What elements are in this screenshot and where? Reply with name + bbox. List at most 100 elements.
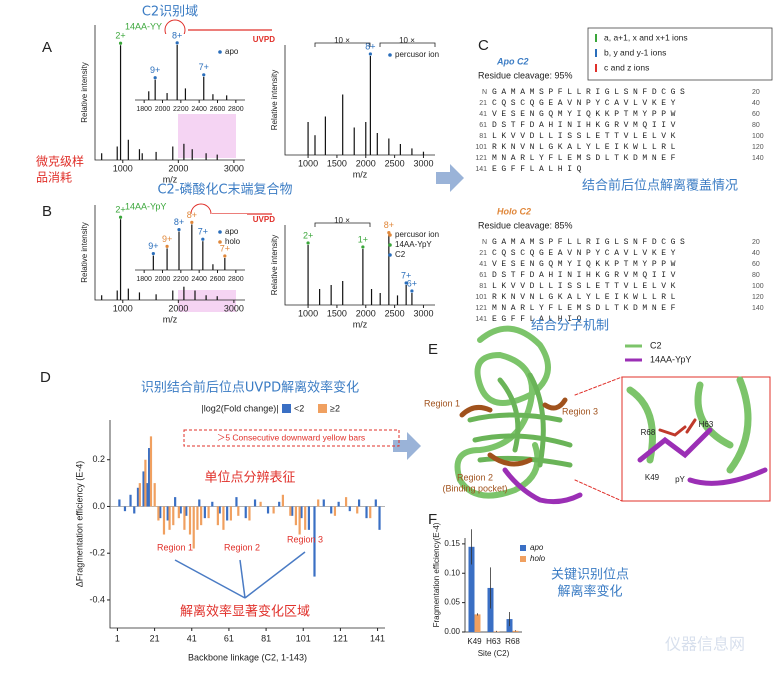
peak-dot — [368, 52, 372, 56]
axis — [284, 225, 435, 306]
bar — [136, 487, 140, 507]
x-tick-label: 1500 — [327, 308, 347, 318]
zoom-label: 10 × — [334, 36, 350, 45]
legend-dot — [218, 50, 222, 54]
annotation: 单位点分辨表征 — [204, 471, 295, 486]
row-start: 141 — [475, 166, 487, 173]
bar — [322, 499, 325, 507]
chart-title: 识别结合前后位点UVPD解离效率变化 — [141, 380, 359, 396]
peak-label: 9+ — [150, 65, 160, 75]
bar — [235, 497, 238, 507]
residue-label: pY — [675, 475, 685, 484]
x-tick-label: 2400 — [191, 106, 207, 113]
zoom-label: 10 × — [399, 36, 415, 45]
bar — [138, 483, 141, 507]
legend-dot — [218, 230, 222, 234]
row-start: 101 — [475, 294, 487, 301]
legend-label: apo — [225, 47, 239, 56]
bar — [378, 506, 381, 530]
bar — [294, 506, 298, 526]
row-start: 121 — [475, 305, 487, 312]
legend-box — [587, 27, 773, 81]
sequence-cleavage: Residue cleavage: 95% — [478, 70, 573, 80]
panel-label: D — [40, 369, 51, 386]
row-start: 61 — [479, 122, 487, 129]
note: 品消耗 — [36, 171, 72, 185]
x-tick-label: 81 — [261, 633, 271, 643]
note: ＞5 Consecutive downward yellow bars — [217, 432, 365, 442]
x-tick-label: 1000 — [298, 158, 318, 168]
peak-label: 9+ — [162, 234, 172, 244]
peak-dot — [177, 228, 181, 232]
x-tick-label: 2000 — [168, 303, 188, 313]
legend-label: holo — [530, 554, 546, 563]
peak-label: 1+ — [358, 234, 368, 244]
peak-dot — [202, 73, 206, 77]
y-axis-label: Relative intensity — [270, 70, 279, 130]
bar — [369, 506, 372, 519]
x-axis-label: m/z — [353, 169, 368, 179]
bar — [365, 506, 368, 519]
x-tick-label: 2200 — [173, 276, 189, 283]
caption: 结合前后位点解离覆盖情况 — [582, 178, 738, 194]
y-axis-label: Relative intensity — [80, 62, 89, 122]
legend-dot — [388, 253, 392, 257]
bar — [211, 501, 214, 507]
y-tick-label: 0.2 — [92, 454, 105, 464]
bar — [149, 436, 153, 507]
x-tick-label: K49 — [467, 637, 482, 646]
ion-label: 14AA-YpY — [125, 201, 166, 211]
peak-dot — [118, 215, 123, 219]
sequence: MNARLYFLEMSDLTKDMNEF — [492, 304, 680, 313]
peak-label: 8+ — [187, 210, 197, 220]
x-tick-label: 2200 — [173, 106, 189, 113]
peak-dot — [410, 289, 414, 293]
bar — [374, 499, 377, 507]
y-axis-label: Relative intensity — [80, 222, 89, 282]
bar — [218, 506, 221, 514]
bar — [468, 546, 475, 632]
legend-label: percusor ion — [395, 230, 439, 239]
y-tick-label: 0.00 — [444, 627, 460, 636]
bar — [207, 506, 210, 519]
peak-dot — [153, 76, 157, 80]
row-end: 40 — [752, 100, 760, 107]
x-tick-label: H63 — [486, 637, 501, 646]
bar — [142, 471, 145, 507]
inset-bg — [133, 34, 247, 100]
bar — [203, 506, 206, 519]
row-start: 21 — [479, 100, 487, 107]
legend-swatch — [520, 556, 526, 562]
row-start: 81 — [479, 283, 487, 290]
zoom-label: 10 × — [334, 216, 350, 225]
y-tick-label: -0.4 — [89, 594, 105, 604]
row-start: 141 — [475, 316, 487, 323]
x-tick-label: 2000 — [168, 163, 188, 173]
x-tick-label: R68 — [505, 637, 520, 646]
x-axis-label: m/z — [163, 314, 178, 324]
peak-label: 7+ — [198, 227, 208, 237]
y-tick-label: 0.0 — [92, 501, 105, 511]
y-axis-label: Relative intensity — [270, 235, 279, 295]
bar — [192, 506, 195, 549]
region-label: (Binding pocket) — [442, 483, 507, 493]
x-tick-label: 2800 — [228, 276, 244, 283]
peak-dot — [201, 237, 205, 241]
x-tick-label: 2800 — [228, 106, 244, 113]
y-tick-label: -0.2 — [89, 548, 105, 558]
bar — [133, 506, 136, 514]
bar — [148, 448, 151, 507]
row-start: 61 — [479, 272, 487, 279]
arrow — [239, 559, 246, 599]
sequence: DSTFDAHINIHKGRVMQIIV — [492, 271, 680, 280]
residue-label: R68 — [641, 428, 656, 437]
row-end: 100 — [752, 133, 764, 140]
uvpd-tag: UVPD — [253, 35, 275, 44]
bar — [216, 506, 219, 526]
x-tick-label: 2600 — [210, 106, 226, 113]
sequence: CQSCQGEAVNPYCAVLVKEY — [492, 249, 680, 258]
sequence: VESENGQMYIQKKPTMYPPW — [492, 260, 680, 269]
arrow — [174, 559, 246, 599]
x-tick-label: 2500 — [385, 158, 405, 168]
